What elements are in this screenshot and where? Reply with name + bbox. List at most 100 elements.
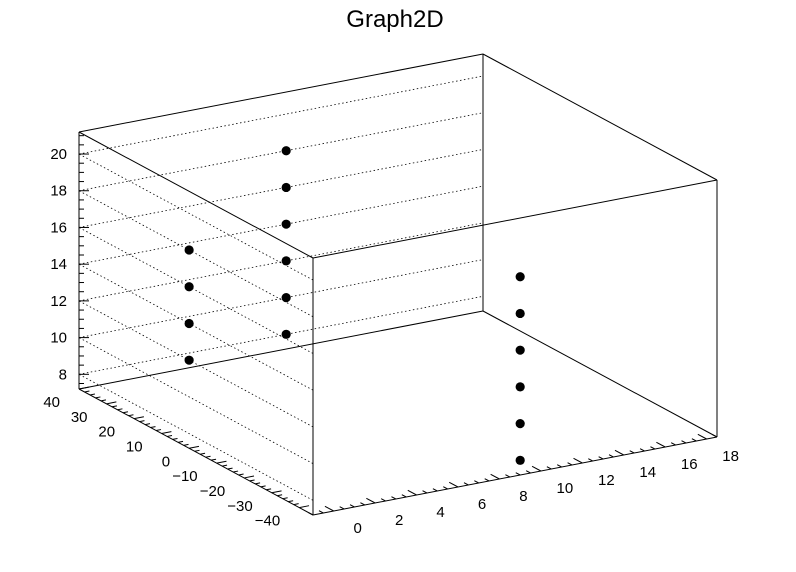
x-minor-tick — [515, 472, 521, 476]
chart-title: Graph2D — [346, 6, 443, 33]
data-point — [515, 419, 525, 429]
grid-line-z-back-wall — [78, 75, 484, 155]
grid-line-z-left-wall — [78, 373, 314, 501]
x-minor-tick — [360, 502, 366, 506]
z-tick-label: 8 — [59, 366, 67, 383]
y-tick-label: −10 — [172, 468, 197, 485]
x-major-tick — [614, 449, 625, 456]
x-major-tick — [531, 465, 542, 472]
box-edge — [312, 179, 718, 259]
x-minor-tick — [474, 480, 479, 484]
x-tick-label: 2 — [395, 512, 403, 529]
x-minor-tick — [567, 462, 573, 466]
box-edge — [312, 436, 718, 516]
x-minor-tick — [691, 438, 697, 442]
x-minor-tick — [432, 488, 438, 492]
box-edge — [78, 131, 314, 259]
y-minor-tick — [282, 497, 288, 500]
x-major-tick — [407, 489, 417, 496]
grid-line-z-back-wall — [78, 222, 484, 302]
z-tick-label: 10 — [50, 330, 67, 347]
tick-labels: 0 2 4 6 8 10 12 14 16 18403020100−10−20−30−408101… — [43, 146, 739, 537]
y-major-tick — [216, 460, 227, 464]
y-minor-tick — [100, 399, 107, 402]
y-minor-tick — [89, 393, 96, 396]
z-tick-label: 12 — [50, 293, 67, 310]
z-tick-label: 14 — [50, 256, 67, 273]
data-point — [515, 308, 525, 319]
x-tick-label: 8 — [519, 488, 527, 505]
grid-line-z-left-wall — [78, 153, 314, 281]
y-major-tick — [106, 401, 117, 405]
x-minor-tick — [318, 510, 324, 514]
y-minor-tick — [260, 485, 266, 488]
x-minor-tick — [588, 458, 593, 462]
x-minor-tick — [349, 504, 355, 508]
y-minor-tick — [266, 488, 272, 491]
grid-line-z-left-wall — [78, 227, 314, 354]
y-minor-tick — [155, 429, 162, 431]
y-minor-tick — [172, 437, 178, 440]
x-minor-tick — [308, 512, 314, 516]
x-minor-tick — [681, 440, 687, 444]
x-minor-tick — [608, 454, 614, 458]
z-tick-label: 20 — [50, 146, 67, 163]
y-minor-tick — [194, 449, 200, 452]
x-tick-label: 0 — [354, 520, 362, 537]
axis-ticks — [78, 135, 718, 516]
y-tick-label: 10 — [126, 438, 143, 455]
grid-line-z-back-wall — [78, 185, 484, 265]
y-minor-tick — [249, 479, 255, 482]
box-edge — [78, 53, 484, 133]
y-major-tick — [189, 445, 200, 449]
y-minor-tick — [205, 455, 211, 458]
data-point — [281, 256, 291, 266]
y-major-tick — [299, 505, 310, 509]
x-tick-label: 4 — [436, 504, 444, 521]
x-tick-label: 6 — [478, 496, 486, 513]
data-point — [515, 345, 525, 355]
y-minor-tick — [183, 443, 189, 446]
y-minor-tick — [128, 414, 134, 417]
data-point — [184, 282, 194, 292]
y-minor-tick — [95, 396, 101, 399]
y-tick-label: 0 — [162, 453, 170, 470]
y-minor-tick — [139, 420, 145, 423]
x-minor-tick — [629, 450, 635, 454]
z-tick-label: 16 — [50, 219, 67, 236]
y-minor-tick — [144, 423, 151, 426]
y-minor-tick — [178, 440, 184, 443]
x-major-tick — [324, 505, 334, 512]
y-minor-tick — [166, 434, 173, 437]
y-tick-label: 30 — [71, 409, 88, 426]
x-minor-tick — [639, 448, 645, 452]
x-minor-tick — [463, 482, 469, 486]
grid-line-z-left-wall — [78, 337, 314, 464]
data-point — [515, 382, 525, 392]
y-tick-label: −40 — [255, 513, 280, 530]
y-minor-tick — [288, 500, 294, 503]
x-minor-tick — [650, 446, 656, 450]
data-point — [515, 272, 525, 282]
x-minor-tick — [484, 478, 490, 482]
data-point — [281, 146, 291, 156]
y-tick-label: 20 — [98, 424, 115, 441]
y-minor-tick — [111, 405, 118, 408]
y-minor-tick — [255, 482, 261, 485]
data-point — [281, 329, 291, 339]
y-major-tick — [244, 475, 255, 479]
y-minor-tick — [277, 494, 283, 497]
x-minor-tick — [401, 494, 407, 498]
x-minor-tick — [391, 496, 397, 500]
data-point — [515, 455, 525, 465]
x-major-tick — [490, 473, 500, 480]
data-point — [281, 293, 291, 303]
x-major-tick — [656, 441, 666, 448]
y-minor-tick — [150, 426, 156, 429]
x-tick-label: 12 — [598, 472, 615, 489]
data-point — [184, 318, 194, 329]
grid-line-z-left-wall — [78, 300, 314, 428]
y-minor-tick — [238, 473, 244, 476]
grid-line-z-back-wall — [78, 295, 484, 375]
